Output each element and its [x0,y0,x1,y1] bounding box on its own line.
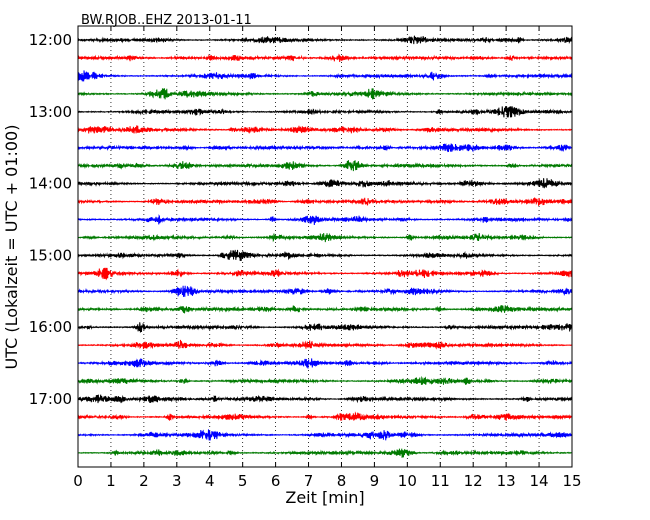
y-tick-label: 17:00 [29,390,72,408]
x-tick-label: 11 [431,472,450,490]
trace-1730 [77,429,573,441]
trace-1515 [77,267,573,281]
trace-1630 [77,358,573,369]
trace-1645 [77,375,573,385]
x-tick-label: 2 [139,472,149,490]
x-tick-label: 5 [238,472,248,490]
trace-1245 [77,88,573,100]
chart-title: BW.RJOB..EHZ 2013-01-11 [81,13,252,28]
x-tick-label: 12 [464,472,483,490]
trace-1200 [77,35,573,45]
x-tick-label: 0 [73,472,83,490]
trace-1600 [77,322,573,333]
plot-frame [77,25,573,468]
y-tick-label: 12:00 [29,31,72,49]
trace-1500 [77,249,573,261]
x-tick-label: 13 [497,472,516,490]
trace-1715 [77,411,573,421]
trace-1415 [77,197,573,206]
y-tick-label: 15:00 [29,246,72,264]
trace-series [77,35,573,458]
y-tick-label: 13:00 [29,103,72,121]
x-tick-label: 8 [337,472,347,490]
x-axis-label: Zeit [min] [285,488,364,507]
trace-1400 [77,178,573,189]
x-tick-label: 10 [398,472,417,490]
trace-1615 [77,339,573,350]
axis-ticks: 0 1 2 3 4 5 6 7 8 9 10 11 12 13 14 1512:0013:0014:0015:… [29,26,582,490]
grid-lines [110,26,540,467]
trace-1300 [77,106,573,118]
trace-1215 [77,53,573,62]
trace-1700 [77,394,573,404]
y-tick-label: 14:00 [29,175,72,193]
trace-1430 [77,214,573,226]
x-tick-label: 9 [370,472,380,490]
trace-1530 [77,285,573,297]
x-tick-label: 14 [530,472,549,490]
x-tick-label: 3 [172,472,182,490]
trace-1230 [77,70,573,82]
y-tick-label: 16:00 [29,318,72,336]
x-tick-label: 15 [562,472,581,490]
trace-1345 [77,160,573,172]
x-tick-label: 1 [106,472,116,490]
trace-1330 [77,143,573,153]
y-axis-label: UTC (Lokalzeit = UTC + 01:00) [2,125,21,370]
x-tick-label: 7 [304,472,314,490]
x-tick-label: 6 [271,472,281,490]
trace-1315 [77,125,573,135]
x-tick-label: 4 [205,472,215,490]
trace-1445 [77,232,573,243]
trace-1545 [77,304,573,314]
trace-1745 [77,448,573,458]
